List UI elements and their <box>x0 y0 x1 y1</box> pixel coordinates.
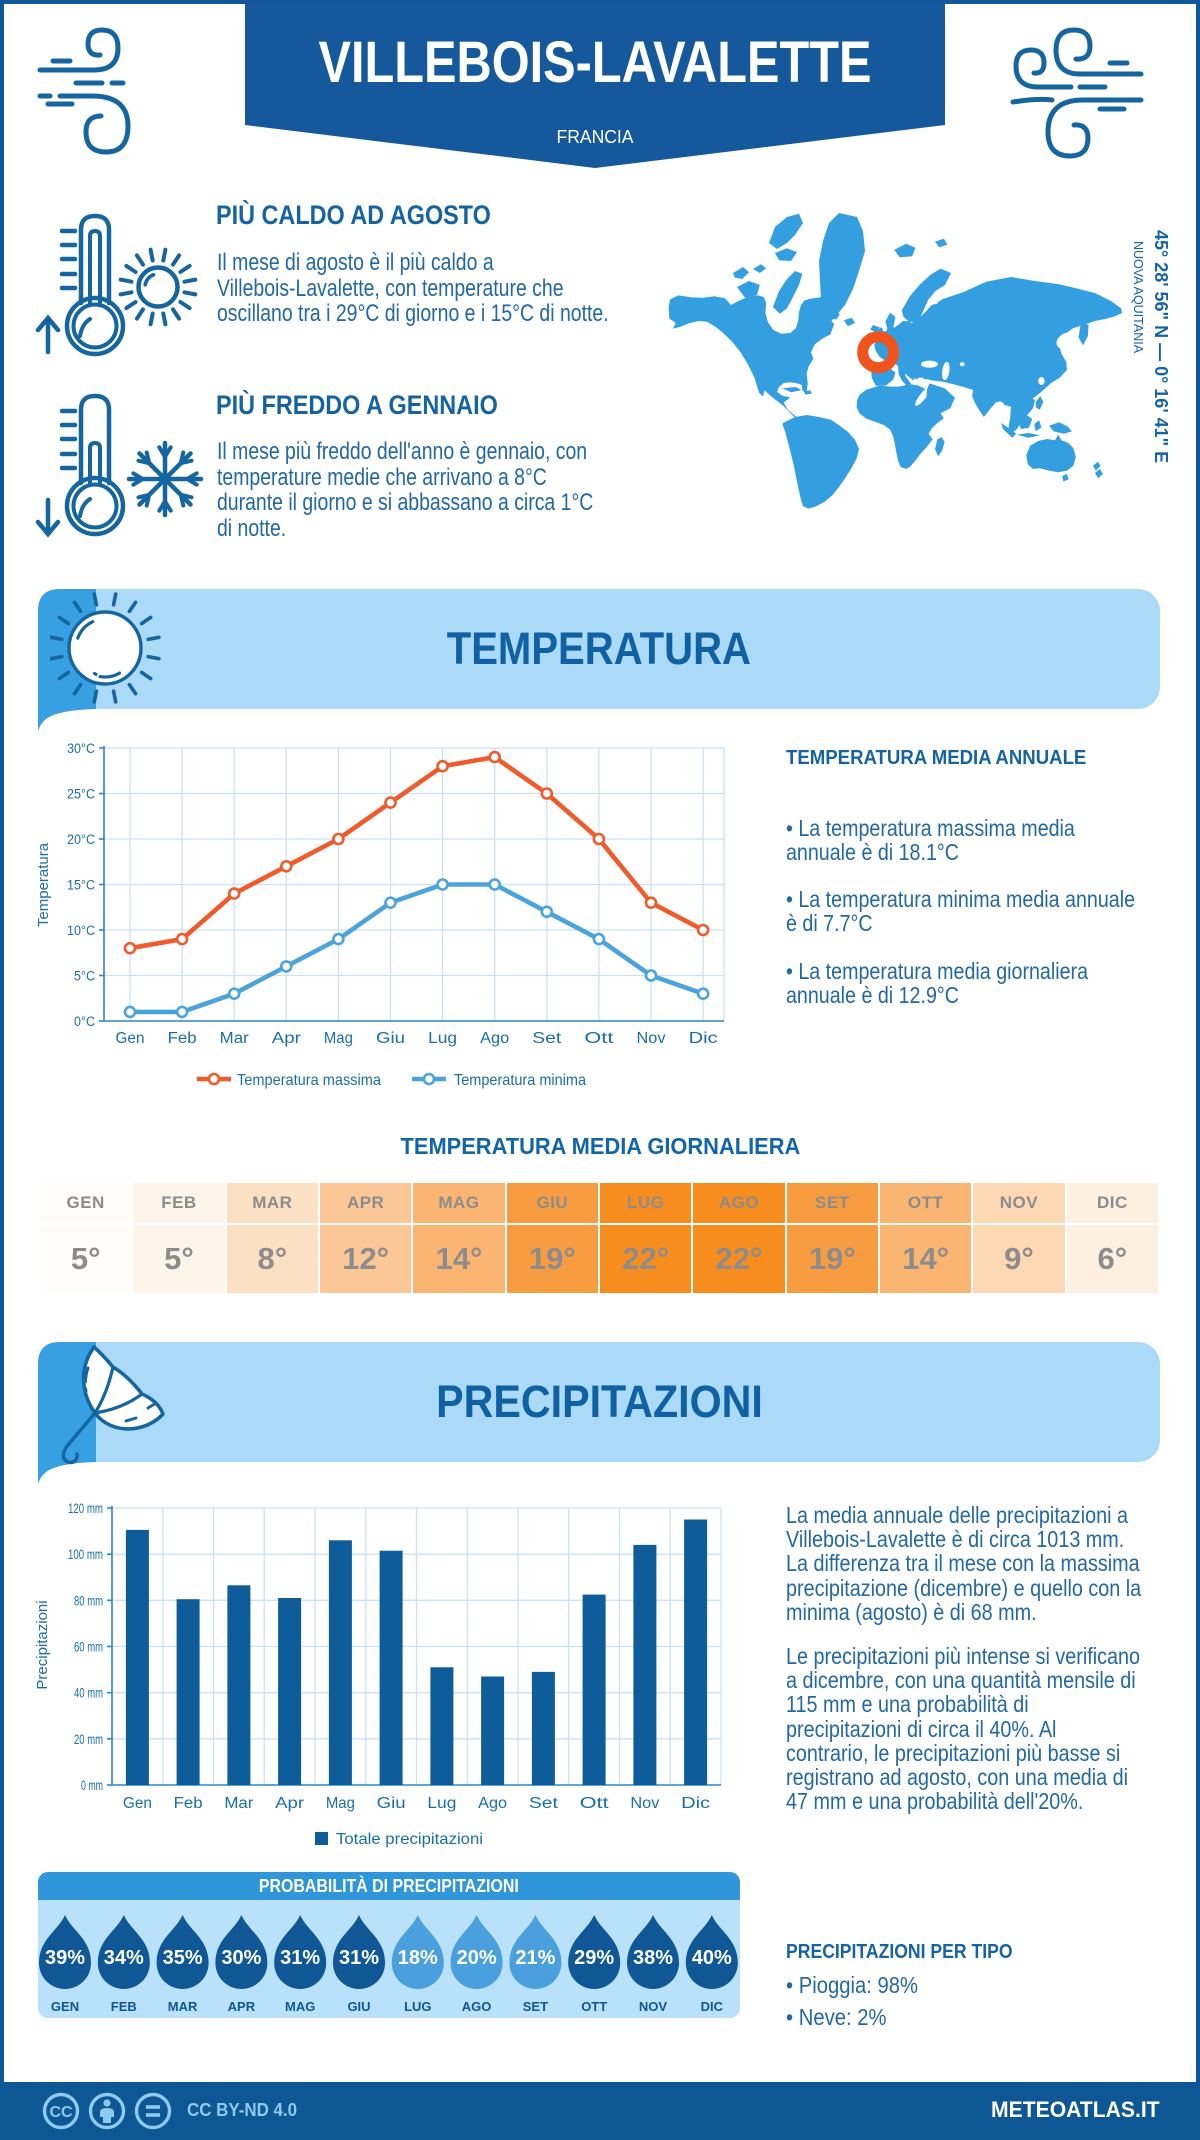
svg-text:Ott: Ott <box>580 1795 610 1812</box>
svg-text:30%: 30% <box>221 1947 261 1969</box>
svg-text:Feb: Feb <box>168 1030 197 1047</box>
svg-text:39%: 39% <box>45 1947 85 1969</box>
svg-text:20%: 20% <box>457 1947 497 1969</box>
svg-text:40 mm: 40 mm <box>74 1686 103 1701</box>
svg-text:120 mm: 120 mm <box>68 1501 103 1516</box>
svg-text:Ago: Ago <box>478 1795 507 1812</box>
svg-text:Gen: Gen <box>116 1030 145 1047</box>
svg-text:Mar: Mar <box>224 1795 253 1812</box>
svg-text:Set: Set <box>529 1795 559 1812</box>
svg-text:Temperatura minima: Temperatura minima <box>454 1072 586 1089</box>
svg-text:SET: SET <box>523 1999 548 2014</box>
svg-text:NOV: NOV <box>639 1999 668 2014</box>
svg-text:APR: APR <box>228 1999 256 2014</box>
svg-text:31%: 31% <box>339 1947 379 1969</box>
svg-text:35%: 35% <box>163 1947 203 1969</box>
svg-text:20 mm: 20 mm <box>74 1732 103 1747</box>
svg-text:CC: CC <box>49 2104 73 2121</box>
svg-text:34%: 34% <box>104 1947 144 1969</box>
svg-text:VILLEBOIS-LAVALETTE: VILLEBOIS-LAVALETTE <box>319 30 872 95</box>
svg-text:Mag: Mag <box>324 1030 353 1047</box>
svg-text:100 mm: 100 mm <box>68 1547 103 1562</box>
svg-text:Precipitazioni: Precipitazioni <box>34 1600 51 1689</box>
svg-text:29%: 29% <box>574 1947 614 1969</box>
svg-text:Gen: Gen <box>123 1795 152 1812</box>
svg-text:Mar: Mar <box>220 1030 249 1047</box>
svg-text:Dic: Dic <box>689 1030 718 1047</box>
svg-text:10°C: 10°C <box>67 923 95 938</box>
svg-text:Lug: Lug <box>427 1795 456 1812</box>
svg-text:Giu: Giu <box>376 1030 405 1047</box>
svg-text:Totale precipitazioni: Totale precipitazioni <box>336 1831 483 1848</box>
svg-text:OTT: OTT <box>581 1999 607 2014</box>
svg-text:AGO: AGO <box>462 1999 492 2014</box>
svg-text:80 mm: 80 mm <box>74 1593 103 1608</box>
svg-text:38%: 38% <box>633 1947 673 1969</box>
svg-text:Ago: Ago <box>480 1030 509 1047</box>
svg-text:Temperatura: Temperatura <box>35 842 52 927</box>
svg-text:5°C: 5°C <box>74 969 95 984</box>
svg-text:Ott: Ott <box>584 1030 614 1047</box>
svg-text:FEB: FEB <box>111 1999 137 2014</box>
svg-text:18%: 18% <box>398 1947 438 1969</box>
svg-text:MAG: MAG <box>285 1999 315 2014</box>
svg-text:0 mm: 0 mm <box>81 1778 103 1793</box>
svg-text:Nov: Nov <box>637 1030 666 1047</box>
svg-text:Set: Set <box>532 1030 562 1047</box>
svg-text:31%: 31% <box>280 1947 320 1969</box>
svg-text:Lug: Lug <box>428 1030 457 1047</box>
svg-text:Apr: Apr <box>272 1030 301 1047</box>
svg-text:LUG: LUG <box>404 1999 431 2014</box>
svg-text:60 mm: 60 mm <box>74 1640 103 1655</box>
svg-text:Temperatura massima: Temperatura massima <box>237 1072 381 1089</box>
svg-text:20°C: 20°C <box>67 832 95 847</box>
svg-text:15°C: 15°C <box>67 878 95 893</box>
svg-text:25°C: 25°C <box>67 787 95 802</box>
svg-text:GIU: GIU <box>347 1999 370 2014</box>
svg-text:30°C: 30°C <box>67 741 95 756</box>
svg-text:21%: 21% <box>515 1947 555 1969</box>
svg-text:DIC: DIC <box>701 1999 724 2014</box>
svg-text:Mag: Mag <box>326 1795 355 1812</box>
svg-text:Giu: Giu <box>377 1795 406 1812</box>
svg-text:FRANCIA: FRANCIA <box>557 126 635 147</box>
svg-text:Apr: Apr <box>275 1795 304 1812</box>
svg-text:Feb: Feb <box>174 1795 203 1812</box>
svg-text:Dic: Dic <box>681 1795 710 1812</box>
svg-text:Nov: Nov <box>630 1795 659 1812</box>
svg-text:MAR: MAR <box>168 1999 198 2014</box>
svg-text:GEN: GEN <box>51 1999 79 2014</box>
svg-text:40%: 40% <box>692 1947 732 1969</box>
svg-text:0°C: 0°C <box>74 1014 95 1029</box>
